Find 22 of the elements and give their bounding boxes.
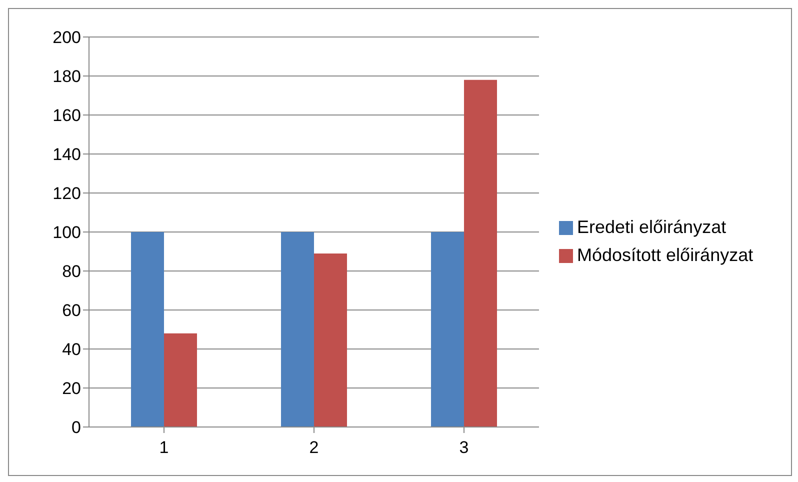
bar [464, 80, 497, 427]
y-tick-label: 20 [62, 379, 81, 398]
x-tick-label: 1 [159, 438, 169, 458]
legend-label: Eredeti előirányzat [577, 217, 726, 237]
y-tick-label: 140 [52, 145, 81, 164]
bar [281, 232, 314, 427]
legend-label: Módosított előirányzat [577, 245, 754, 265]
y-tick-label: 120 [52, 184, 81, 204]
y-tick-label: 80 [62, 262, 81, 282]
y-tick-label: 200 [52, 28, 81, 48]
y-tick-label: 0 [72, 418, 81, 438]
x-tick-label: 2 [309, 438, 319, 458]
y-tick-label: 40 [62, 340, 81, 360]
bar [164, 333, 197, 427]
bar [314, 253, 347, 427]
y-tick-label: 60 [62, 301, 81, 320]
bar [431, 232, 464, 427]
y-tick-label: 100 [52, 223, 81, 242]
y-tick-label: 160 [52, 106, 81, 126]
x-tick-label: 3 [459, 438, 469, 458]
y-tick-label: 180 [52, 67, 81, 86]
bar [131, 232, 164, 427]
